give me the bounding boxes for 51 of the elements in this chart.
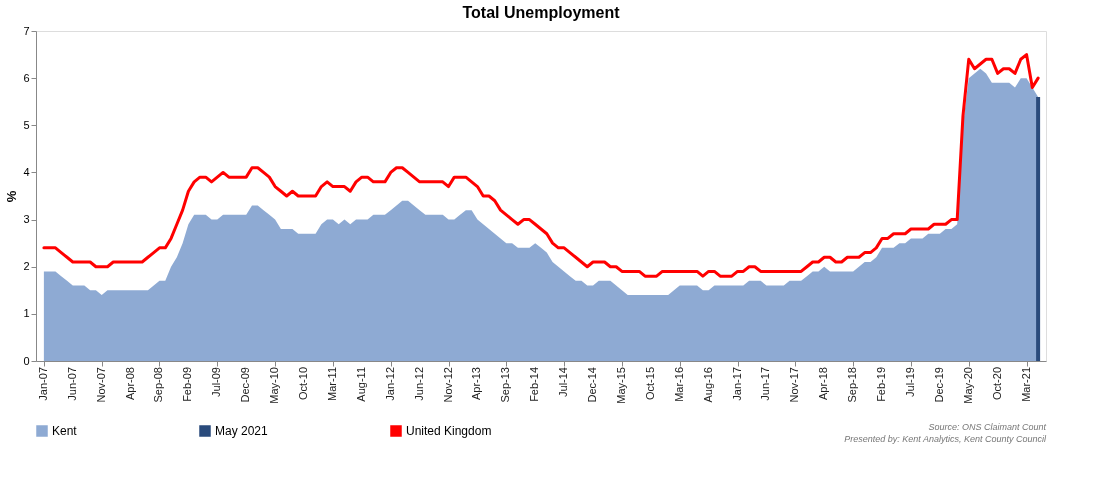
x-tick-label: Jun-07: [65, 367, 78, 401]
x-tick-label: Dec-19: [932, 367, 945, 403]
x-tick-label: Dec-09: [239, 367, 252, 403]
y-tick-label: 2: [23, 260, 30, 273]
legend-label: Kent: [52, 424, 78, 438]
y-tick-label: 5: [23, 118, 30, 131]
x-tick-label: Jul-14: [557, 367, 570, 397]
x-tick-label: Feb-19: [875, 367, 888, 402]
x-tick-label: Oct-15: [643, 367, 656, 401]
line-series: [42, 53, 1040, 278]
source-note: Source: ONS Claimant Count: [928, 422, 1047, 432]
y-tick-label: 0: [23, 354, 30, 367]
chart-title: Total Unemployment: [462, 4, 621, 21]
x-tick-label: Mar-11: [325, 367, 338, 402]
x-tick-label: Nov-07: [94, 367, 107, 403]
x-tick-label: Feb-09: [181, 367, 194, 402]
x-tick-label: Apr-13: [470, 367, 483, 401]
x-tick-label: Jan-17: [730, 367, 743, 401]
x-tick-label: Jun-12: [412, 367, 425, 401]
y-axis-title: %: [4, 190, 20, 203]
x-tick-label: Jan-07: [36, 367, 49, 401]
x-tick-label: Aug-16: [701, 367, 714, 403]
x-tick-label: Mar-21: [1019, 367, 1032, 402]
x-tick-label: Jul-09: [210, 367, 223, 397]
x-tick-label: Dec-14: [586, 367, 599, 403]
x-tick-label: Oct-10: [297, 367, 310, 401]
y-tick-label: 1: [23, 307, 30, 320]
x-tick-label: Sep-13: [499, 367, 512, 403]
x-tick-label: Apr-18: [817, 367, 830, 401]
y-tick-label: 6: [23, 71, 30, 84]
x-tick-label: May-10: [268, 367, 281, 404]
y-tick-label: 7: [23, 24, 30, 37]
x-tick-label: Jun-17: [759, 367, 772, 401]
text: Presented by: Kent Analytics, Kent County Council: [844, 434, 1047, 444]
x-tick-label: Jul-19: [903, 367, 916, 397]
x-tick-label: Feb-14: [528, 367, 541, 402]
x-tick-label: May-20: [961, 367, 974, 404]
y-tick-label: 3: [23, 213, 30, 226]
legend-label: May 2021: [215, 424, 269, 438]
x-tick-label: Aug-11: [354, 367, 367, 402]
x-tick-label: Jan-12: [383, 367, 396, 401]
x-tick-label: May-15: [614, 367, 627, 404]
legend-label: United Kingdom: [406, 424, 492, 438]
x-tick-label: Apr-08: [123, 367, 136, 401]
x-tick-label: Nov-17: [788, 367, 801, 403]
x-tick-label: Sep-18: [846, 367, 859, 403]
x-tick-label: Mar-16: [672, 367, 685, 402]
x-tick-label: Sep-08: [152, 367, 165, 403]
x-tick-label: Oct-20: [990, 367, 1003, 401]
y-tick-label: 4: [23, 165, 30, 178]
x-tick-label: Nov-12: [441, 367, 454, 403]
